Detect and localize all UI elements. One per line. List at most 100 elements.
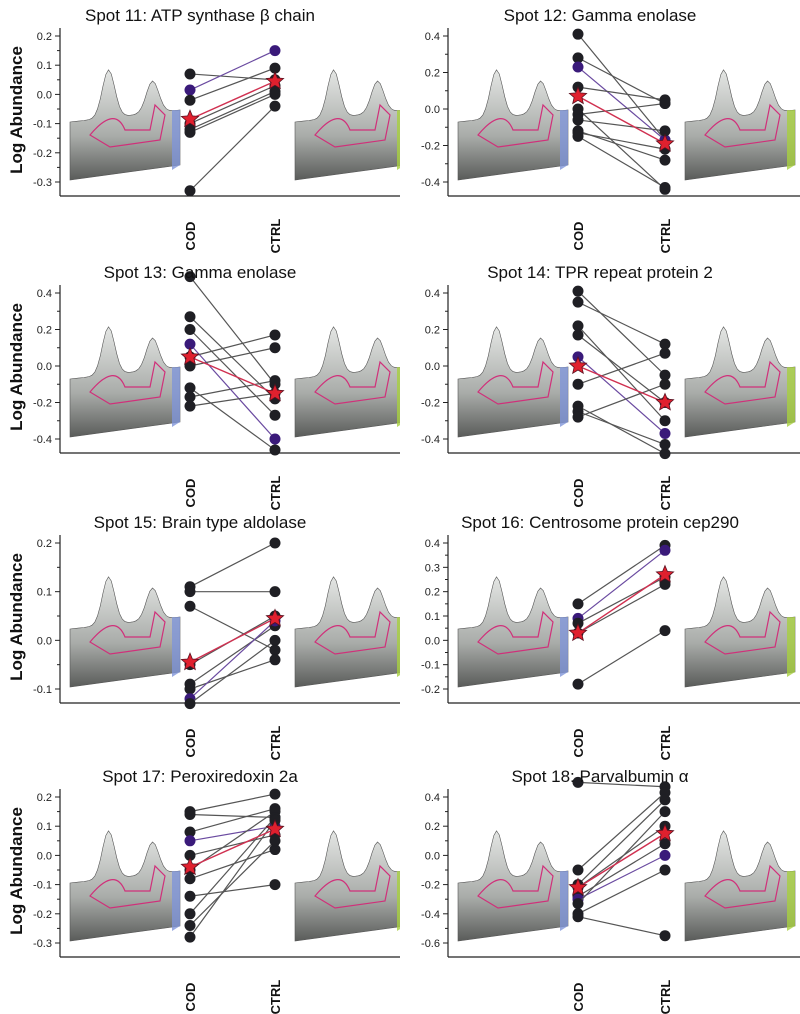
surface-cod	[457, 69, 569, 181]
point-cod	[184, 931, 196, 943]
point-cod	[572, 598, 584, 610]
plot-area: 0.4 0.2 0.0 -0.2 -0.4 COD CTRL	[421, 285, 800, 510]
point-ctrl	[659, 98, 671, 110]
y-axis-label: Log Abundance	[7, 303, 26, 431]
subject-series	[572, 114, 671, 137]
panel-title: Spot 15: Brain type aldolase	[93, 513, 307, 532]
panel-title: Spot 13: Gamma enolase	[103, 263, 297, 282]
y-tick-label: -0.2	[33, 909, 52, 921]
series-line	[577, 33, 666, 141]
subject-series	[572, 794, 671, 891]
y-axis-label: Log Abundance	[7, 553, 26, 681]
series-line	[577, 301, 666, 345]
y-tick-label: 0.4	[425, 288, 440, 300]
point-ctrl	[659, 625, 671, 637]
y-tick-label: -0.2	[421, 141, 440, 153]
point-cod	[572, 911, 584, 923]
point-cod	[184, 338, 196, 350]
mean-star-ctrl	[655, 564, 675, 583]
panel-title: Spot 14: TPR repeat protein 2	[487, 263, 713, 282]
point-ctrl	[659, 849, 671, 861]
mean-star-ctrl	[655, 823, 675, 842]
series-line	[577, 781, 666, 788]
mean-star-ctrl	[265, 608, 285, 627]
panel-spot-17: 0.2 0.1 0.0 -0.1 -0.2 -0.3 COD CTRL Spot 17: Per…	[0, 761, 400, 1014]
subject-series	[572, 127, 671, 155]
y-tick-label: -0.2	[421, 398, 440, 410]
series-line	[577, 916, 666, 937]
subject-series	[184, 835, 281, 931]
subject-series	[572, 296, 671, 350]
point-cod	[572, 864, 584, 876]
point-cod	[184, 360, 196, 372]
x-tick-label-cod: COD	[183, 479, 198, 508]
y-tick-label: 0.0	[37, 89, 52, 101]
y-axis-label: Log Abundance	[7, 807, 26, 935]
mean-line	[577, 832, 666, 889]
subject-series	[572, 130, 671, 193]
series-line	[577, 799, 666, 886]
subject-series	[572, 911, 671, 942]
y-tick-label: -0.2	[421, 880, 440, 892]
series-line	[577, 119, 666, 132]
mean-line	[189, 80, 276, 120]
series-line	[577, 102, 666, 116]
point-cod	[184, 809, 196, 821]
series-line	[577, 135, 666, 188]
x-tick-label-ctrl: CTRL	[658, 980, 673, 1014]
y-tick-label: -0.4	[33, 434, 52, 446]
point-ctrl	[659, 794, 671, 806]
y-tick-label: 0.0	[37, 850, 52, 862]
point-cod	[184, 826, 196, 838]
point-ctrl	[659, 415, 671, 427]
series-line	[189, 825, 276, 842]
y-tick-label: -0.3	[33, 177, 52, 189]
subject-series	[184, 829, 281, 861]
subject-series	[572, 406, 671, 450]
point-cod	[572, 378, 584, 390]
point-cod	[184, 600, 196, 612]
series-line	[189, 820, 276, 938]
point-ctrl	[269, 375, 281, 387]
series-line	[189, 276, 276, 385]
subject-series	[184, 338, 281, 445]
point-cod	[184, 890, 196, 902]
series-line	[189, 793, 276, 813]
series-line	[189, 90, 276, 130]
y-tick-label: 0.0	[37, 635, 52, 647]
subject-series	[184, 80, 281, 130]
subject-series	[184, 45, 281, 96]
plot-area: 0.2 0.1 0.0 -0.1 -0.2 -0.3 COD CTRL	[33, 788, 400, 1014]
y-tick-label: 0.2	[37, 31, 52, 43]
y-tick-label: 0.0	[425, 361, 440, 373]
point-ctrl	[659, 448, 671, 460]
series-line	[189, 605, 276, 651]
series-line	[577, 66, 666, 141]
series-line	[189, 334, 276, 358]
x-tick-label-ctrl: CTRL	[268, 726, 283, 761]
point-cod	[572, 114, 584, 126]
subject-series	[184, 342, 281, 372]
x-tick-label-ctrl: CTRL	[658, 219, 673, 254]
subject-series	[572, 378, 671, 423]
series-line	[189, 625, 276, 685]
subject-series	[184, 85, 281, 135]
mean-star-cod	[568, 622, 588, 642]
y-tick-label: 0.4	[425, 792, 440, 804]
x-tick-label-cod: COD	[571, 983, 586, 1012]
series-line	[189, 50, 276, 91]
y-tick-label: -0.1	[33, 880, 52, 892]
subject-series	[184, 537, 281, 593]
point-ctrl	[269, 88, 281, 100]
surface-ctrl	[684, 830, 796, 942]
plot-area: 0.2 0.1 0.0 -0.1 -0.2 -0.3 COD CTRL	[33, 28, 400, 253]
panel-spot-18: 0.4 0.2 0.0 -0.2 -0.4 -0.6 COD CTRL Spot 18: Par…	[400, 761, 800, 1014]
subject-series	[572, 285, 671, 381]
point-cod	[572, 28, 584, 40]
panel-title: Spot 17: Peroxiredoxin 2a	[102, 767, 298, 786]
point-cod	[184, 68, 196, 80]
y-tick-label: 0.2	[37, 792, 52, 804]
plot-area: 0.4 0.2 0.0 -0.2 -0.4 COD CTRL	[33, 271, 400, 510]
subject-series	[572, 400, 671, 460]
